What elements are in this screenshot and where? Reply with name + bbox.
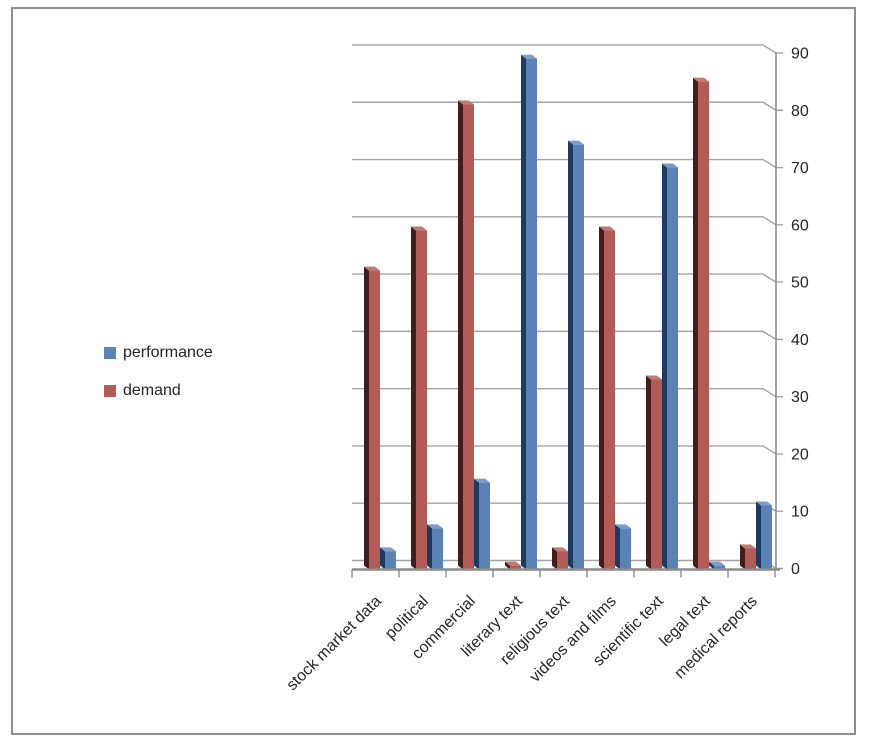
bar-side-demand-8 — [740, 544, 745, 570]
gridline-70 — [352, 158, 783, 169]
bar-performance-2 — [479, 482, 490, 570]
gridline-80 — [352, 101, 783, 111]
gridline-50 — [352, 273, 783, 283]
bar-side-performance-3 — [521, 54, 526, 570]
bar-side-performance-4 — [568, 140, 573, 570]
legend-item-performance: performance — [104, 344, 213, 362]
y-tick-label-60: 60 — [791, 217, 809, 234]
bar-performance-7 — [714, 565, 725, 570]
bar-top-performance-2 — [474, 478, 490, 483]
bar-top-demand-3 — [505, 561, 521, 566]
bar-top-performance-3 — [521, 54, 537, 59]
category-label-8: medical reports — [671, 593, 760, 682]
bar-top-demand-0 — [364, 266, 380, 271]
bar-demand-6 — [651, 379, 662, 570]
bar-demand-5 — [604, 230, 615, 570]
gridline-90 — [352, 44, 783, 54]
bar-top-performance-7 — [709, 561, 725, 566]
bar-top-performance-8 — [756, 501, 772, 506]
category-label-5: videos and films — [527, 593, 620, 686]
bar-top-demand-1 — [411, 226, 427, 231]
bar-side-performance-0 — [380, 547, 385, 570]
bar-side-demand-5 — [599, 226, 604, 570]
bar-demand-3 — [510, 565, 521, 570]
y-tick-label-30: 30 — [791, 389, 809, 406]
bar-side-demand-3 — [505, 561, 510, 570]
bar-performance-3 — [526, 58, 537, 570]
bar-performance-0 — [385, 551, 396, 570]
y-tick-label-20: 20 — [791, 446, 809, 463]
bar-side-demand-2 — [458, 100, 463, 570]
gridline-60 — [352, 216, 783, 226]
bar-side-performance-5 — [615, 524, 620, 570]
gridline-40 — [352, 330, 783, 341]
bar-top-demand-4 — [552, 547, 568, 552]
bar-top-performance-1 — [427, 524, 443, 529]
legend-label-performance: performance — [123, 344, 213, 361]
bar-demand-1 — [416, 230, 427, 570]
bar-performance-5 — [620, 528, 631, 570]
bar-side-demand-6 — [646, 375, 651, 570]
bar-side-performance-8 — [756, 501, 761, 570]
bar-side-performance-6 — [662, 163, 667, 570]
bar-top-demand-5 — [599, 226, 615, 231]
chart-border — [11, 7, 856, 735]
bar-side-performance-7 — [709, 561, 714, 570]
y-tick-label-50: 50 — [791, 275, 809, 292]
bar-performance-8 — [761, 505, 772, 570]
legend-item-demand: demand — [104, 382, 213, 400]
bar-side-demand-7 — [693, 77, 698, 570]
bar-top-performance-6 — [662, 163, 678, 168]
bar-top-demand-6 — [646, 375, 662, 380]
bar-demand-4 — [557, 551, 568, 570]
gridline-30 — [352, 387, 783, 398]
bar-top-performance-4 — [568, 140, 584, 145]
y-tick-label-40: 40 — [791, 332, 809, 349]
y-tick-label-70: 70 — [791, 160, 809, 177]
bar-top-performance-5 — [615, 524, 631, 529]
legend-swatch-performance-icon — [104, 347, 116, 359]
legend: performance demand — [104, 344, 213, 420]
bar-top-performance-0 — [380, 547, 396, 552]
y-tick-label-10: 10 — [791, 504, 809, 521]
bar-performance-6 — [667, 167, 678, 570]
bar-side-demand-1 — [411, 226, 416, 570]
bar-side-performance-1 — [427, 524, 432, 570]
bar-top-demand-7 — [693, 77, 709, 82]
bar-performance-1 — [432, 528, 443, 570]
y-tick-label-0: 0 — [791, 561, 800, 578]
bar-top-demand-2 — [458, 100, 474, 105]
bar-side-performance-2 — [474, 478, 479, 570]
y-tick-label-90: 90 — [791, 45, 809, 62]
legend-label-demand: demand — [123, 382, 181, 399]
y-tick-label-80: 80 — [791, 103, 809, 120]
legend-swatch-demand-icon — [104, 385, 116, 397]
bar-demand-8 — [745, 548, 756, 570]
bar-performance-4 — [573, 144, 584, 570]
bar-side-demand-4 — [552, 547, 557, 570]
bar-side-demand-0 — [364, 266, 369, 570]
category-label-0: stock market data — [284, 593, 385, 694]
bar-demand-0 — [369, 270, 380, 570]
bar-demand-7 — [698, 81, 709, 570]
bar-demand-2 — [463, 104, 474, 570]
bar-top-demand-8 — [740, 544, 756, 549]
gridline-20 — [352, 445, 783, 455]
